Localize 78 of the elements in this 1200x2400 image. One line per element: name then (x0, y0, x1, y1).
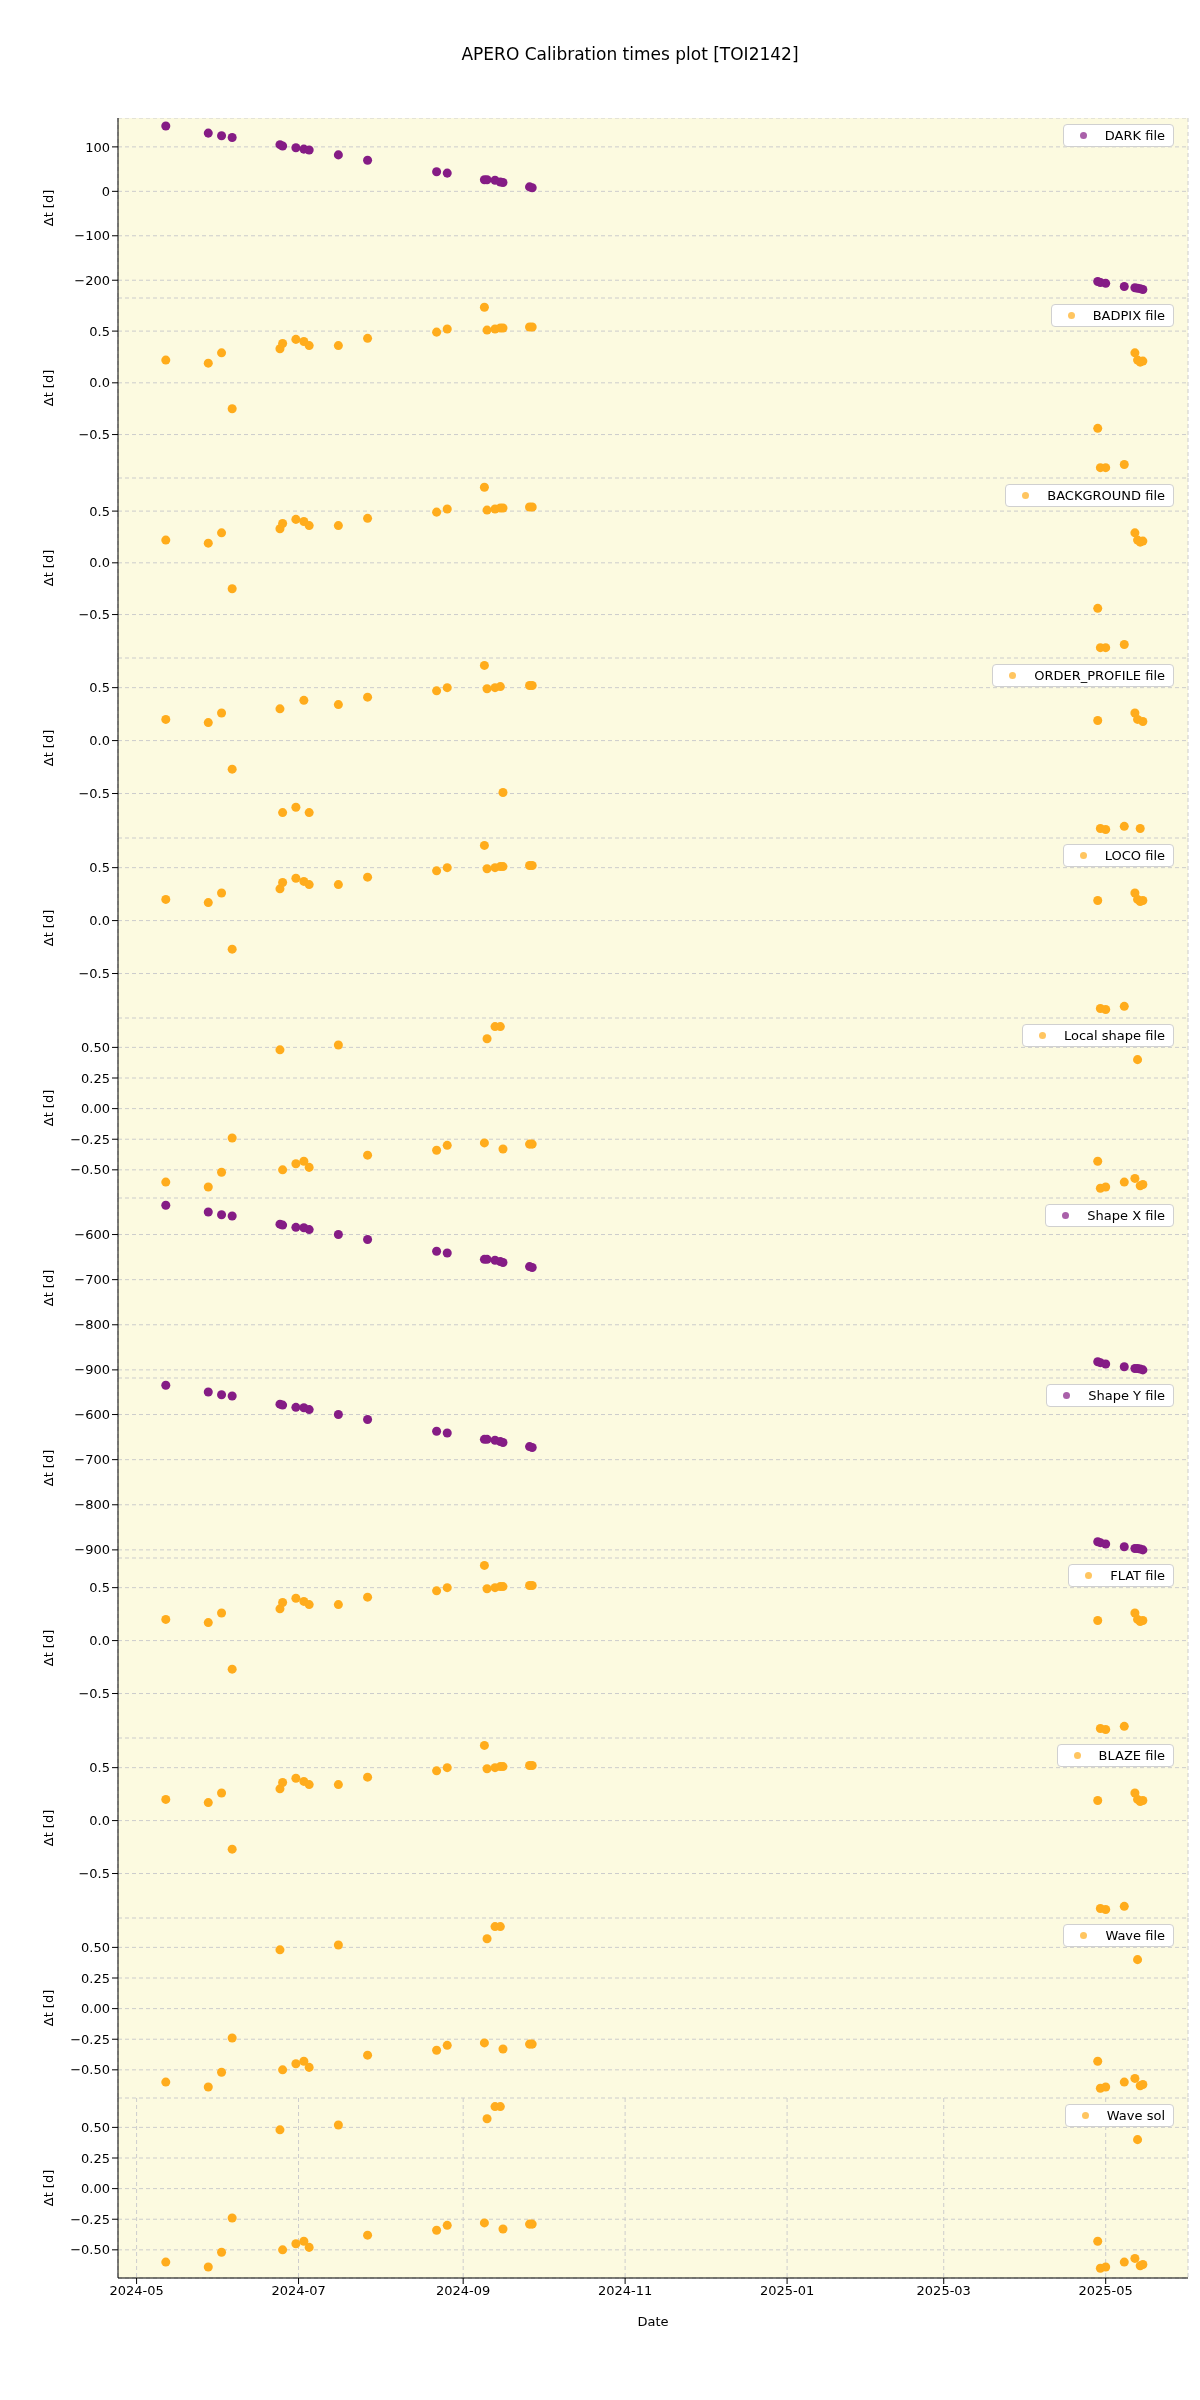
y-tick-label: −800 (74, 1317, 110, 1333)
y-axis-title: Δt [d] (40, 1989, 56, 2027)
y-tick-label: 0.0 (89, 375, 110, 391)
y-tick-label: −700 (74, 1452, 110, 1468)
y-tick-label: 0.00 (81, 2181, 110, 2197)
y-tick-label: −0.5 (78, 786, 110, 802)
y-tick-label: −0.25 (70, 1131, 110, 1147)
x-tick-label: 2025-01 (759, 2283, 815, 2299)
y-tick-label: 0.5 (89, 1760, 110, 1776)
y-tick-label: 0.50 (81, 1040, 110, 1055)
y-tick-label: −100 (74, 228, 110, 244)
y-tick-label: −0.5 (78, 427, 110, 443)
y-tick-label: −700 (74, 1272, 110, 1288)
y-tick-label: −900 (74, 1542, 110, 1558)
y-tick-label: −0.5 (78, 1686, 110, 1702)
legend-label: BLAZE file (1098, 1748, 1165, 1763)
legend-label: Wave sol (1106, 2108, 1165, 2123)
x-axis-title: Date (637, 2314, 669, 2329)
y-tick-label: −0.50 (70, 1162, 110, 1178)
y-tick-label: −0.50 (70, 2062, 110, 2078)
y-axis-title: Δt [d] (40, 909, 56, 947)
y-axis-title: Δt [d] (40, 1809, 56, 1847)
legend-label: Shape X file (1087, 1208, 1165, 1223)
y-axis-title: Δt [d] (40, 2169, 56, 2207)
x-tick-label: 2024-09 (436, 2283, 491, 2299)
y-axis-title: Δt [d] (40, 369, 56, 407)
legend-label: LOCO file (1104, 848, 1165, 863)
y-tick-label: 0.25 (81, 1070, 110, 1086)
x-tick-label: 2025-03 (916, 2283, 971, 2299)
y-tick-label: −0.5 (78, 966, 110, 982)
y-tick-label: 0.5 (89, 680, 110, 696)
x-tick-label: 2025-05 (1078, 2283, 1133, 2299)
y-tick-label: 0.5 (89, 323, 110, 339)
y-tick-label: 0.5 (89, 860, 110, 876)
legend-label: Wave file (1105, 1928, 1165, 1943)
y-tick-label: 0.0 (89, 913, 110, 929)
legend-label: Shape Y file (1088, 1388, 1165, 1403)
y-tick-label: 0.0 (89, 1813, 110, 1829)
y-tick-label: 0.5 (89, 503, 110, 519)
y-tick-label: 0.25 (81, 2150, 110, 2166)
y-tick-label: 0.50 (81, 1940, 110, 1955)
y-axis-title: Δt [d] (40, 1269, 56, 1307)
legend-label: Local shape file (1064, 1028, 1165, 1043)
legend-label: BADPIX file (1092, 308, 1165, 323)
y-axis-title: Δt [d] (40, 1449, 56, 1487)
y-axis-title: Δt [d] (40, 1629, 56, 1667)
y-tick-label: 0.0 (89, 1633, 110, 1649)
y-axis-title: Δt [d] (40, 189, 56, 227)
chart-title: APERO Calibration times plot [TOI2142] (460, 43, 800, 66)
y-tick-label: −0.5 (78, 607, 110, 623)
y-tick-label: −0.5 (78, 1866, 110, 1882)
x-tick-label: 2024-07 (271, 2283, 326, 2299)
y-tick-label: −800 (74, 1497, 110, 1513)
x-tick-label: 2024-05 (109, 2283, 164, 2299)
y-tick-label: −600 (74, 1227, 110, 1243)
y-tick-label: 0.50 (81, 2120, 110, 2135)
legend-label: ORDER_PROFILE file (1034, 668, 1165, 683)
y-tick-label: −0.25 (70, 2211, 110, 2227)
y-tick-label: 100 (85, 139, 110, 155)
y-tick-label: −0.50 (70, 2242, 110, 2258)
legend-label: DARK file (1104, 128, 1165, 143)
x-tick-label: 2024-11 (597, 2283, 653, 2299)
y-tick-label: −200 (74, 272, 110, 288)
y-tick-label: 0.25 (81, 1970, 110, 1986)
y-tick-label: −600 (74, 1407, 110, 1423)
y-tick-label: 0.00 (81, 2001, 110, 2017)
y-tick-label: 0.0 (89, 733, 110, 749)
y-tick-label: −0.25 (70, 2031, 110, 2047)
y-axis-title: Δt [d] (40, 549, 56, 587)
y-tick-label: 0.0 (89, 555, 110, 571)
legend-label: BACKGROUND file (1047, 488, 1165, 503)
y-tick-label: −900 (74, 1362, 110, 1378)
y-tick-label: 0.5 (89, 1580, 110, 1596)
y-axis-title: Δt [d] (40, 729, 56, 767)
y-tick-label: 0.00 (81, 1101, 110, 1117)
y-axis-title: Δt [d] (40, 1089, 56, 1127)
y-tick-label: 0 (101, 183, 110, 199)
legend-label: FLAT file (1110, 1568, 1165, 1583)
